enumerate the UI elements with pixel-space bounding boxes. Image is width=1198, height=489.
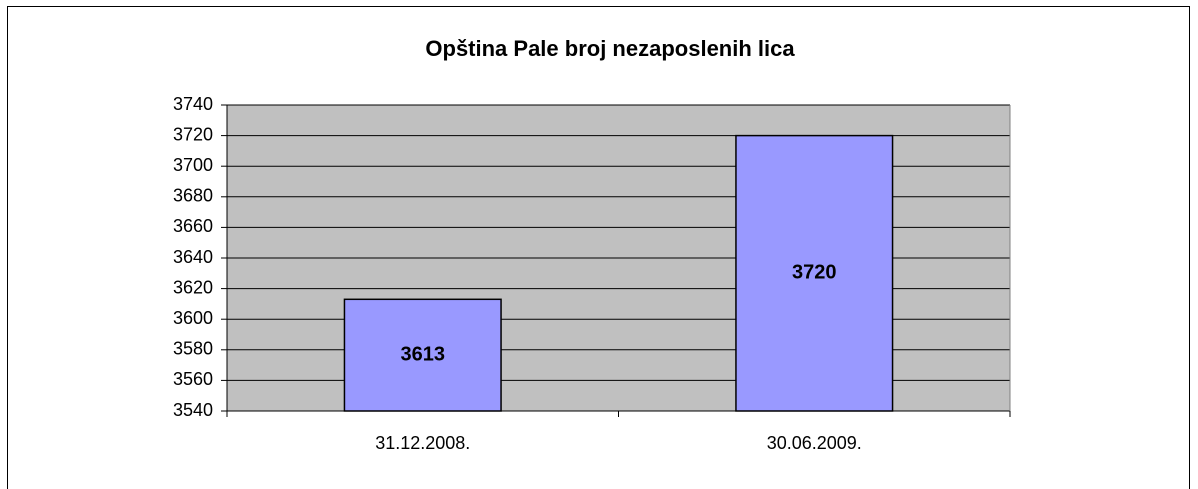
- y-tick-label: 3640: [173, 247, 213, 267]
- x-tick-label: 31.12.2008.: [375, 433, 470, 453]
- x-tick-label: 30.06.2009.: [767, 433, 862, 453]
- bar: [343, 298, 502, 412]
- y-tick-label: 3580: [173, 339, 213, 359]
- y-tick-label: 3680: [173, 186, 213, 206]
- y-tick-label: 3600: [173, 308, 213, 328]
- y-tick-label: 3700: [173, 155, 213, 175]
- y-tick-label: 3740: [173, 94, 213, 114]
- y-tick-label: 3620: [173, 277, 213, 297]
- y-tick-label: 3560: [173, 369, 213, 389]
- y-tick-label: 3720: [173, 124, 213, 144]
- data-label: 3613: [401, 343, 446, 365]
- bar: [735, 134, 894, 412]
- y-tick-label: 3540: [173, 400, 213, 420]
- chart-title: Opština Pale broj nezaposlenih lica: [425, 36, 795, 61]
- data-label: 3720: [792, 262, 837, 284]
- y-tick-label: 3660: [173, 216, 213, 236]
